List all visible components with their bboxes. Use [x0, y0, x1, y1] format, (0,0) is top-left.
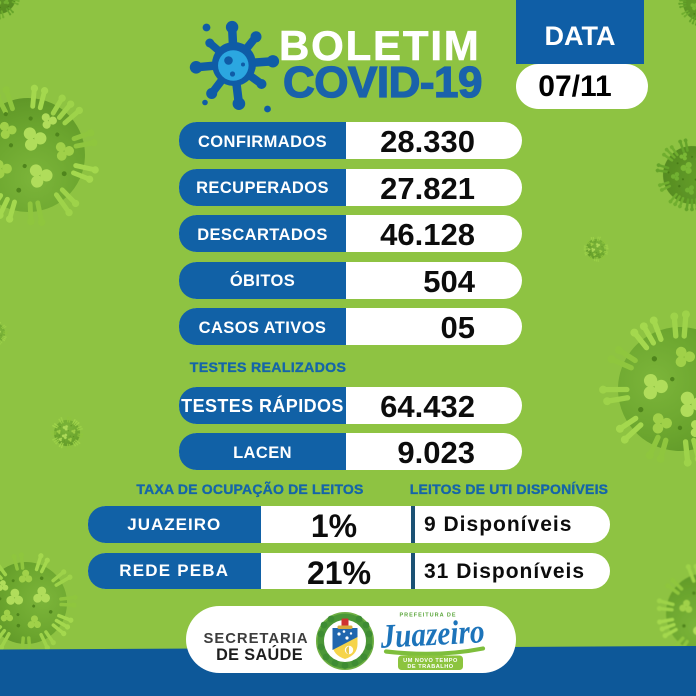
svg-text:DE SAÚDE: DE SAÚDE [216, 645, 303, 664]
svg-text:DE TRABALHO: DE TRABALHO [407, 664, 453, 670]
svg-text:SECRETARIA: SECRETARIA [203, 631, 308, 647]
svg-text:Juazeiro: Juazeiro [379, 613, 486, 655]
svg-text:UM NOVO TEMPO: UM NOVO TEMPO [403, 658, 458, 664]
svg-text:PREFEITURA DE: PREFEITURA DE [399, 613, 456, 619]
